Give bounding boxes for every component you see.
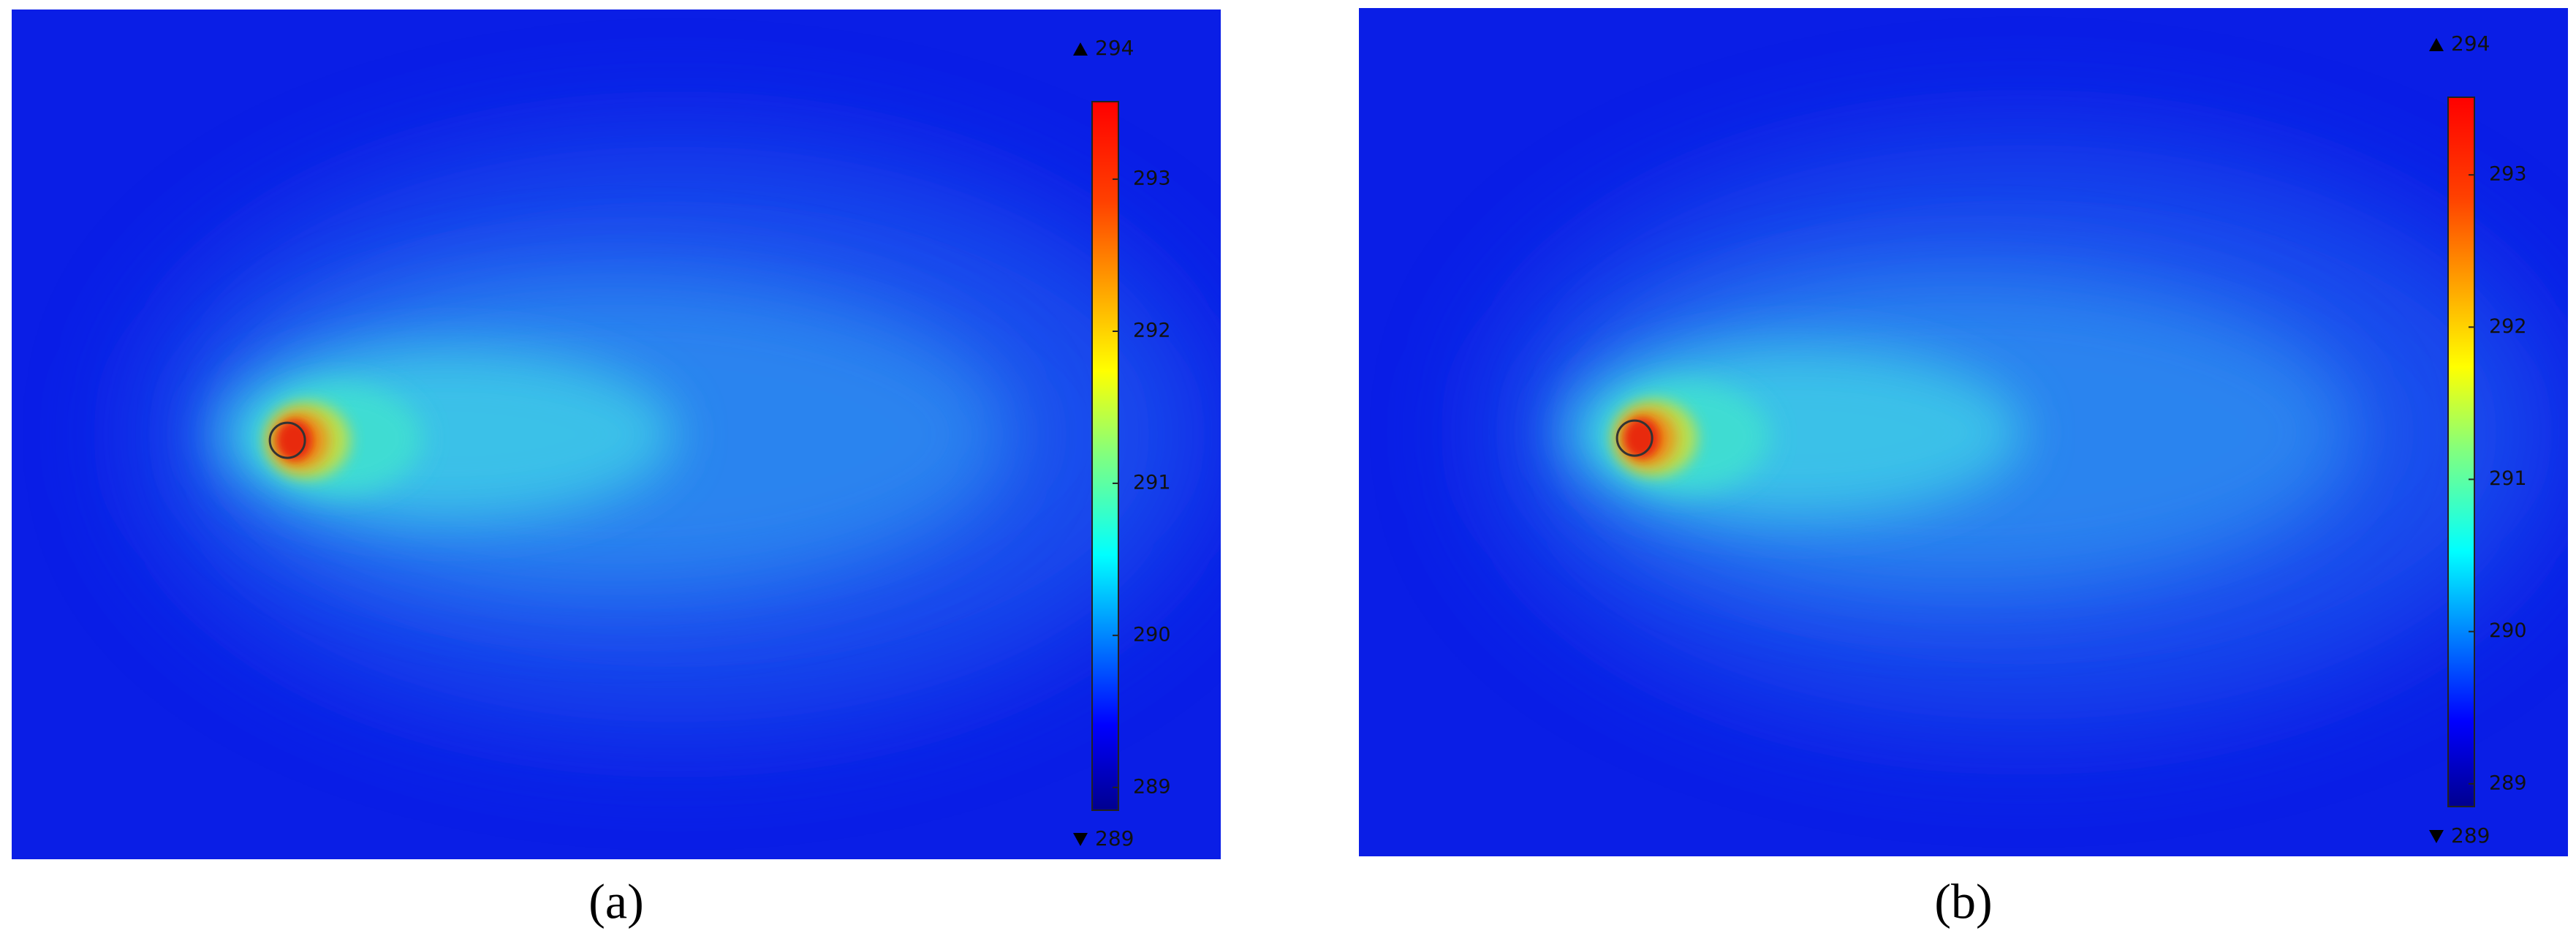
colorbar-tick-label: 293 xyxy=(2489,163,2527,186)
panel-label: (a) xyxy=(588,874,643,929)
colorbar-tick-label: 290 xyxy=(2489,619,2527,642)
panel: 289 290 291 292 293 294 289 (b) xyxy=(1359,8,2568,929)
plume-layer xyxy=(276,420,313,461)
colorbar-tick-label: 293 xyxy=(1133,167,1171,190)
max-label: 294 xyxy=(2451,31,2490,56)
colorbar-tick-label: 291 xyxy=(2489,467,2527,490)
colorbar-tick-label: 291 xyxy=(1133,471,1171,494)
colorbar-tick-label: 292 xyxy=(1133,319,1171,342)
colorbar-tick-label: 289 xyxy=(1133,775,1171,798)
max-label: 294 xyxy=(1095,36,1134,60)
max-marker xyxy=(1073,42,1088,56)
min-label: 289 xyxy=(2451,823,2490,848)
panel-label: (b) xyxy=(1934,874,1992,929)
heat-source xyxy=(1615,419,1653,457)
colorbar xyxy=(1091,101,1119,811)
colorbar xyxy=(2447,97,2475,807)
min-label: 289 xyxy=(1095,826,1134,850)
colorbar-tick-label: 289 xyxy=(2489,771,2527,794)
min-marker xyxy=(2429,830,2444,843)
plume xyxy=(144,145,1209,724)
heat-source xyxy=(268,421,306,459)
plume-layer xyxy=(1624,418,1660,459)
max-marker xyxy=(2429,38,2444,51)
plume xyxy=(1491,143,2556,721)
colorbar-tick-label: 290 xyxy=(1133,623,1171,646)
panel: 289 290 291 292 293 294 289 (a) xyxy=(12,10,1221,929)
colorbar-tick-label: 292 xyxy=(2489,315,2527,338)
min-marker xyxy=(1073,833,1088,846)
